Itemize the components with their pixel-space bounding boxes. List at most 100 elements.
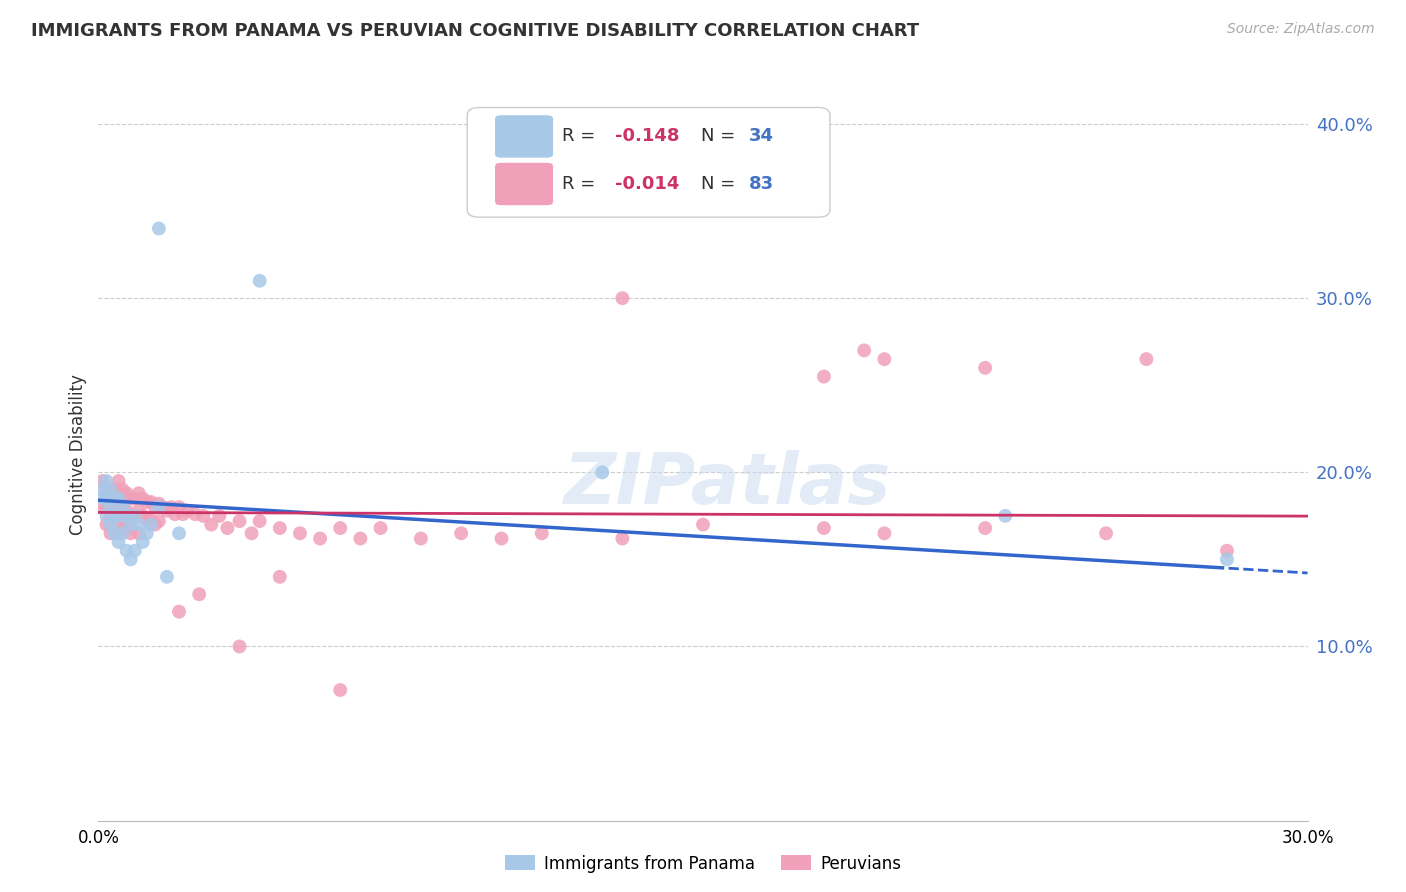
Point [148,514,170,528]
Point [100,508,122,523]
Point [120,508,142,523]
Point [148,221,170,235]
Point [591,466,613,480]
Point [128,486,150,500]
Point [111,526,134,541]
Point [120,491,142,506]
Text: ZIPatlas: ZIPatlas [564,450,891,518]
Point [152,500,174,515]
Point [103,483,125,497]
Point [853,343,876,358]
Point [188,587,211,601]
Point [107,474,129,488]
Point [100,483,122,497]
Point [692,517,714,532]
Point [873,352,896,367]
Point [1216,543,1239,558]
Point [329,521,352,535]
Point [450,526,472,541]
FancyBboxPatch shape [495,162,553,205]
Point [148,497,170,511]
Point [132,535,155,549]
Point [612,291,634,305]
Text: N =: N = [700,175,741,193]
Text: IMMIGRANTS FROM PANAMA VS PERUVIAN COGNITIVE DISABILITY CORRELATION CHART: IMMIGRANTS FROM PANAMA VS PERUVIAN COGNI… [31,22,920,40]
Point [124,491,146,506]
Point [111,517,134,532]
Point [96,491,118,506]
Point [91,483,114,497]
Point [135,495,157,509]
Point [1135,352,1157,367]
Point [107,526,129,541]
Point [143,517,166,532]
Point [974,521,997,535]
Point [103,508,125,523]
Point [143,500,166,515]
Point [249,514,271,528]
Point [100,526,122,541]
Point [994,508,1017,523]
Point [96,508,118,523]
Point [139,517,162,532]
Point [176,503,198,517]
Point [329,683,352,698]
Point [103,526,125,541]
Point [120,526,142,541]
Point [172,507,194,521]
Point [100,517,122,532]
Text: Source: ZipAtlas.com: Source: ZipAtlas.com [1227,22,1375,37]
Point [813,369,835,384]
Point [107,491,129,506]
Point [135,512,157,526]
Point [115,503,138,517]
Point [103,517,125,532]
Point [974,360,997,375]
Point [200,517,222,532]
Point [249,274,271,288]
Point [128,517,150,532]
Point [91,491,114,506]
Y-axis label: Cognitive Disability: Cognitive Disability [69,375,87,535]
Point [107,491,129,506]
Point [370,521,392,535]
Point [217,521,239,535]
Point [184,507,207,521]
Point [128,526,150,541]
Point [103,491,125,506]
Point [139,495,162,509]
Point [1216,552,1239,566]
Point [309,532,332,546]
Point [96,483,118,497]
Point [124,508,146,523]
Point [132,491,155,506]
Point [100,483,122,497]
Text: R =: R = [561,128,600,145]
Point [409,532,432,546]
Point [107,508,129,523]
FancyBboxPatch shape [467,108,830,218]
Point [167,500,190,515]
Point [228,640,250,654]
Point [349,532,371,546]
Point [193,508,215,523]
Point [115,508,138,523]
Point [124,508,146,523]
Point [91,474,114,488]
Point [208,508,231,523]
Point [115,486,138,500]
Point [160,500,183,515]
Point [240,526,263,541]
Point [120,552,142,566]
Point [156,503,179,517]
Point [813,521,835,535]
Point [167,605,190,619]
Point [132,508,155,523]
Point [269,521,291,535]
Point [139,512,162,526]
Point [530,526,553,541]
Legend: Immigrants from Panama, Peruvians: Immigrants from Panama, Peruvians [498,848,908,880]
Point [288,526,311,541]
Point [612,532,634,546]
Point [124,543,146,558]
